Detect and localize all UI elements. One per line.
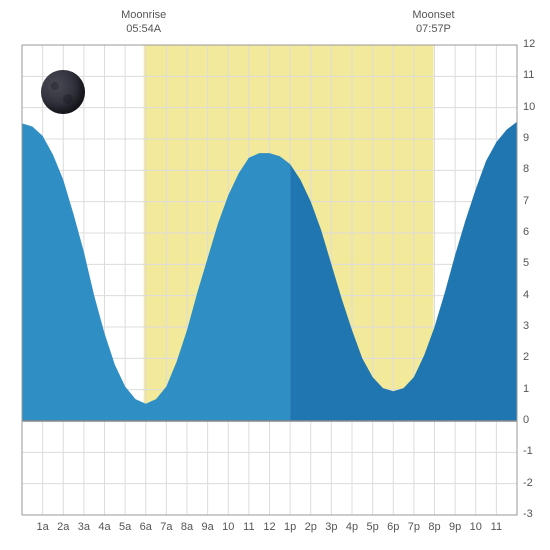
xtick: 7a [160,521,172,533]
set-label-time: 07:57P [416,23,451,35]
rise-label-title: Moonrise [121,9,166,21]
ytick: -1 [523,445,533,457]
xtick: 10 [222,521,234,533]
ytick: -2 [523,477,533,489]
ytick: 9 [523,132,529,144]
xtick: 11 [491,521,502,533]
set-label-title: Moonset [412,9,454,21]
rise-label-time: 05:54A [126,23,161,35]
set-label: Moonset 07:57P [403,8,463,37]
xtick: 4p [346,521,358,533]
xtick: 11 [243,521,254,533]
ytick: 7 [523,195,529,207]
xtick: 1p [284,521,296,533]
xtick: 8p [428,521,440,533]
xtick: 2p [305,521,317,533]
xtick: 9p [449,521,461,533]
xtick: 12 [263,521,275,533]
xtick: 10 [470,521,482,533]
xtick: 4a [98,521,110,533]
ytick: 3 [523,320,529,332]
xtick: 9a [202,521,214,533]
ytick: 4 [523,289,529,301]
xtick: 6p [387,521,399,533]
ytick: 6 [523,226,529,238]
ytick: 12 [523,38,535,50]
ytick: 2 [523,351,529,363]
xtick: 7p [408,521,420,533]
xtick: 5p [367,521,379,533]
ytick: 1 [523,383,529,395]
xtick: 3p [325,521,337,533]
xtick: 8a [181,521,193,533]
xtick: 1a [37,521,49,533]
xtick: 3a [78,521,90,533]
ytick: 10 [523,101,535,113]
moon-icon [41,70,85,114]
ytick: 0 [523,414,529,426]
ytick: -3 [523,508,533,520]
xtick: 6a [140,521,152,533]
ytick: 5 [523,257,529,269]
ytick: 11 [523,69,534,81]
rise-label: Moonrise 05:54A [114,8,174,37]
xtick: 2a [57,521,69,533]
xtick: 5a [119,521,131,533]
ytick: 8 [523,163,529,175]
